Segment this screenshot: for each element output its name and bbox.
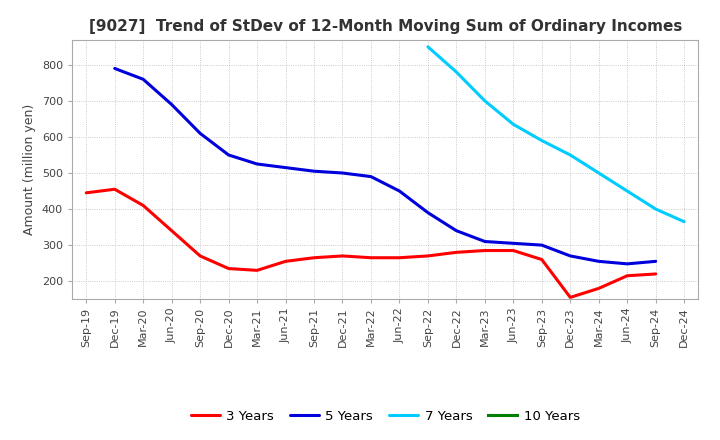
3 Years [139,203,148,208]
7 Years [452,70,461,75]
5 Years [652,259,660,264]
5 Years [139,77,148,82]
5 Years [595,259,603,264]
3 Years [282,259,290,264]
7 Years [480,98,489,103]
5 Years [253,161,261,167]
5 Years [338,170,347,176]
3 Years [480,248,489,253]
Legend: 3 Years, 5 Years, 7 Years, 10 Years: 3 Years, 5 Years, 7 Years, 10 Years [185,404,585,428]
3 Years [167,228,176,233]
7 Years [537,138,546,143]
3 Years [82,190,91,195]
Line: 5 Years: 5 Years [114,69,656,264]
5 Years [167,102,176,107]
Y-axis label: Amount (million yen): Amount (million yen) [23,104,36,235]
5 Years [623,261,631,267]
7 Years [595,170,603,176]
5 Years [423,210,432,215]
7 Years [423,44,432,49]
3 Years [338,253,347,259]
3 Years [623,273,631,279]
3 Years [566,295,575,300]
5 Years [537,242,546,248]
3 Years [452,249,461,255]
5 Years [480,239,489,244]
3 Years [310,255,318,260]
3 Years [196,253,204,259]
5 Years [395,188,404,194]
3 Years [253,268,261,273]
Line: 7 Years: 7 Years [428,47,684,222]
3 Years [395,255,404,260]
5 Years [366,174,375,179]
5 Years [452,228,461,233]
5 Years [282,165,290,170]
3 Years [595,286,603,291]
7 Years [566,152,575,158]
Line: 3 Years: 3 Years [86,189,656,297]
7 Years [509,122,518,127]
7 Years [680,219,688,224]
5 Years [566,253,575,259]
5 Years [509,241,518,246]
5 Years [196,131,204,136]
7 Years [623,188,631,194]
5 Years [310,169,318,174]
7 Years [652,206,660,212]
3 Years [509,248,518,253]
3 Years [423,253,432,259]
3 Years [366,255,375,260]
Title: [9027]  Trend of StDev of 12-Month Moving Sum of Ordinary Incomes: [9027] Trend of StDev of 12-Month Moving… [89,19,682,34]
3 Years [652,271,660,277]
5 Years [110,66,119,71]
3 Years [110,187,119,192]
5 Years [225,152,233,158]
3 Years [537,257,546,262]
3 Years [225,266,233,271]
